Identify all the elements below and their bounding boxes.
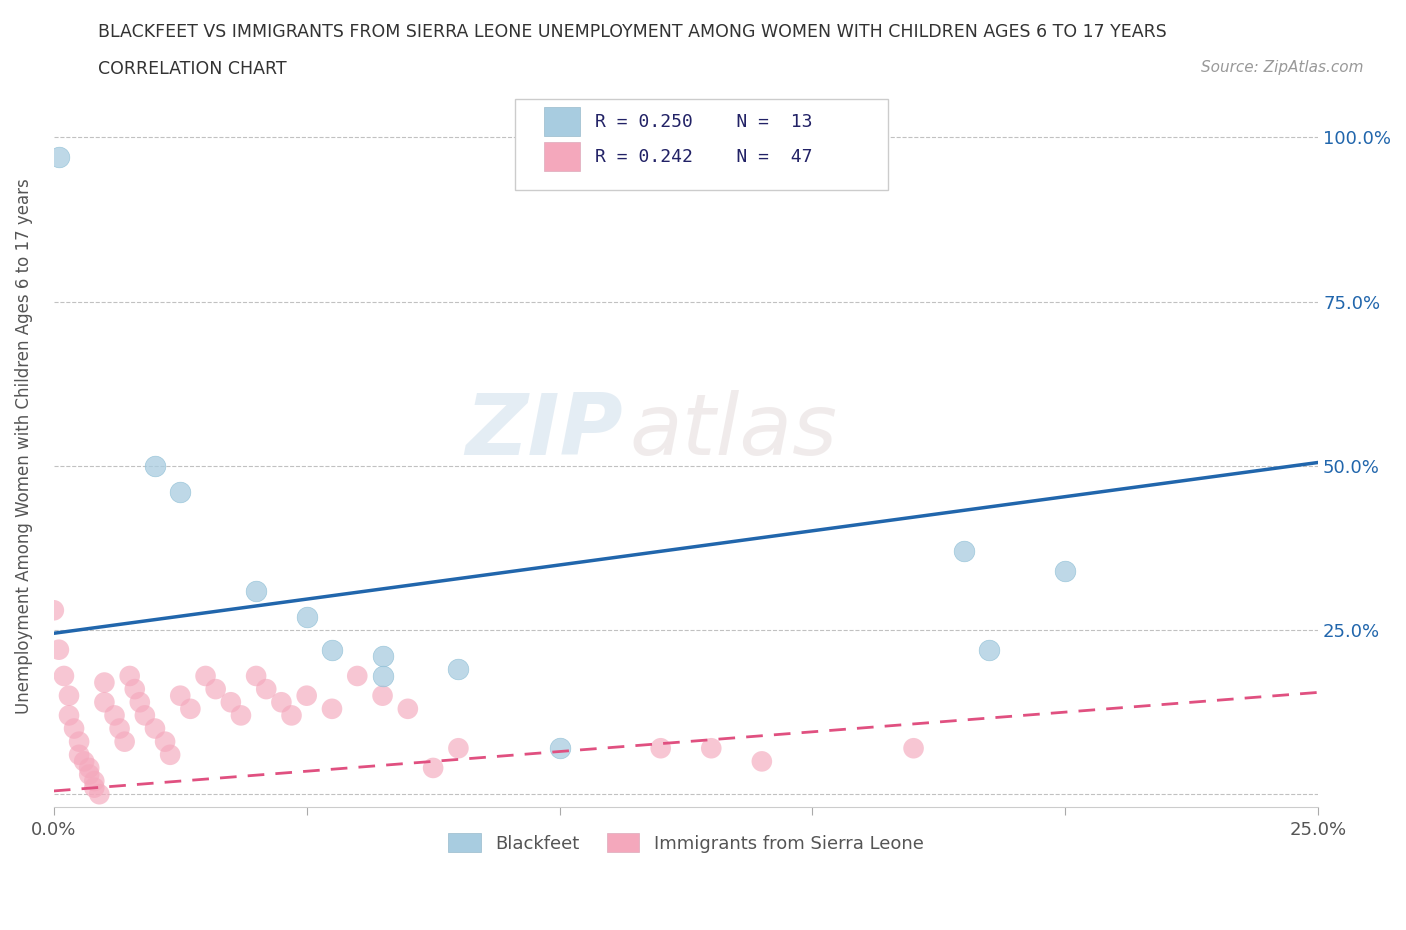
Immigrants from Sierra Leone <box>270 695 292 710</box>
Immigrants from Sierra Leone <box>650 741 672 756</box>
Immigrants from Sierra Leone <box>219 695 242 710</box>
Immigrants from Sierra Leone <box>93 695 115 710</box>
Immigrants from Sierra Leone <box>371 688 394 703</box>
Immigrants from Sierra Leone <box>48 643 70 658</box>
Blackfeet <box>48 150 70 165</box>
Immigrants from Sierra Leone <box>42 603 65 618</box>
Blackfeet <box>371 669 394 684</box>
Immigrants from Sierra Leone <box>89 787 111 802</box>
Immigrants from Sierra Leone <box>63 721 86 736</box>
Blackfeet <box>447 662 470 677</box>
Blackfeet <box>979 643 1001 658</box>
Blackfeet <box>953 544 976 559</box>
Y-axis label: Unemployment Among Women with Children Ages 6 to 17 years: Unemployment Among Women with Children A… <box>15 179 32 714</box>
Immigrants from Sierra Leone <box>52 669 75 684</box>
Immigrants from Sierra Leone <box>103 708 125 723</box>
Immigrants from Sierra Leone <box>77 761 100 776</box>
Immigrants from Sierra Leone <box>124 682 146 697</box>
Immigrants from Sierra Leone <box>204 682 226 697</box>
Immigrants from Sierra Leone <box>751 754 773 769</box>
Text: BLACKFEET VS IMMIGRANTS FROM SIERRA LEONE UNEMPLOYMENT AMONG WOMEN WITH CHILDREN: BLACKFEET VS IMMIGRANTS FROM SIERRA LEON… <box>98 23 1167 41</box>
Text: Source: ZipAtlas.com: Source: ZipAtlas.com <box>1201 60 1364 75</box>
Blackfeet <box>295 609 318 624</box>
Immigrants from Sierra Leone <box>108 721 131 736</box>
Immigrants from Sierra Leone <box>93 675 115 690</box>
FancyBboxPatch shape <box>516 100 889 190</box>
Immigrants from Sierra Leone <box>128 695 150 710</box>
Immigrants from Sierra Leone <box>194 669 217 684</box>
Immigrants from Sierra Leone <box>118 669 141 684</box>
Text: atlas: atlas <box>628 390 837 473</box>
Immigrants from Sierra Leone <box>229 708 252 723</box>
Immigrants from Sierra Leone <box>58 688 80 703</box>
Immigrants from Sierra Leone <box>77 767 100 782</box>
Immigrants from Sierra Leone <box>58 708 80 723</box>
Immigrants from Sierra Leone <box>245 669 267 684</box>
Text: R = 0.250    N =  13: R = 0.250 N = 13 <box>595 113 813 130</box>
Blackfeet <box>321 643 343 658</box>
Immigrants from Sierra Leone <box>159 748 181 763</box>
Immigrants from Sierra Leone <box>903 741 925 756</box>
Immigrants from Sierra Leone <box>73 754 96 769</box>
Immigrants from Sierra Leone <box>179 701 201 716</box>
Immigrants from Sierra Leone <box>143 721 166 736</box>
Immigrants from Sierra Leone <box>169 688 191 703</box>
Immigrants from Sierra Leone <box>700 741 723 756</box>
Text: R = 0.242    N =  47: R = 0.242 N = 47 <box>595 148 813 166</box>
Immigrants from Sierra Leone <box>295 688 318 703</box>
Immigrants from Sierra Leone <box>321 701 343 716</box>
Immigrants from Sierra Leone <box>254 682 277 697</box>
FancyBboxPatch shape <box>544 107 579 136</box>
Immigrants from Sierra Leone <box>447 741 470 756</box>
Immigrants from Sierra Leone <box>83 780 105 795</box>
Blackfeet <box>548 741 571 756</box>
Blackfeet <box>371 649 394 664</box>
Blackfeet <box>1054 564 1077 578</box>
Blackfeet <box>143 458 166 473</box>
Immigrants from Sierra Leone <box>114 734 136 749</box>
Immigrants from Sierra Leone <box>422 761 444 776</box>
Immigrants from Sierra Leone <box>67 734 90 749</box>
Immigrants from Sierra Leone <box>346 669 368 684</box>
Immigrants from Sierra Leone <box>396 701 419 716</box>
Immigrants from Sierra Leone <box>83 774 105 789</box>
Immigrants from Sierra Leone <box>134 708 156 723</box>
Blackfeet <box>245 583 267 598</box>
Immigrants from Sierra Leone <box>153 734 176 749</box>
Blackfeet <box>169 485 191 499</box>
FancyBboxPatch shape <box>544 142 579 171</box>
Immigrants from Sierra Leone <box>280 708 302 723</box>
Text: CORRELATION CHART: CORRELATION CHART <box>98 60 287 78</box>
Text: ZIP: ZIP <box>465 390 623 473</box>
Immigrants from Sierra Leone <box>67 748 90 763</box>
Legend: Blackfeet, Immigrants from Sierra Leone: Blackfeet, Immigrants from Sierra Leone <box>441 826 931 859</box>
